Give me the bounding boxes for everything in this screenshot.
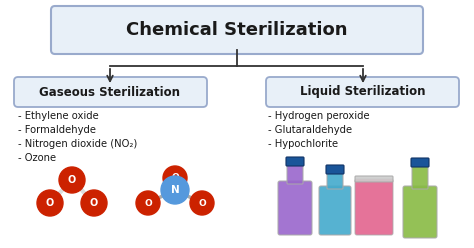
FancyBboxPatch shape [327, 172, 343, 189]
Text: Gaseous Sterilization: Gaseous Sterilization [39, 86, 181, 98]
Text: - Glutaraldehyde: - Glutaraldehyde [268, 125, 352, 135]
FancyBboxPatch shape [355, 176, 393, 182]
FancyBboxPatch shape [266, 77, 459, 107]
Text: - Hydrogen peroxide: - Hydrogen peroxide [268, 111, 370, 121]
Circle shape [81, 190, 107, 216]
Text: O: O [68, 175, 76, 185]
FancyBboxPatch shape [403, 186, 437, 238]
Text: O: O [46, 198, 54, 208]
Text: - Formaldehyde: - Formaldehyde [18, 125, 96, 135]
Text: O: O [171, 174, 179, 183]
Text: - Hypochlorite: - Hypochlorite [268, 139, 338, 149]
Text: Chemical Sterilization: Chemical Sterilization [126, 21, 348, 39]
FancyBboxPatch shape [326, 165, 344, 174]
Circle shape [190, 191, 214, 215]
FancyBboxPatch shape [411, 158, 429, 167]
Text: N: N [171, 185, 179, 195]
FancyBboxPatch shape [319, 186, 351, 235]
FancyBboxPatch shape [412, 165, 428, 189]
Circle shape [37, 190, 63, 216]
FancyBboxPatch shape [14, 77, 207, 107]
Text: O: O [90, 198, 98, 208]
Circle shape [163, 166, 187, 190]
FancyBboxPatch shape [278, 181, 312, 235]
FancyBboxPatch shape [355, 179, 393, 235]
Text: - Nitrogen dioxide (NO₂): - Nitrogen dioxide (NO₂) [18, 139, 137, 149]
Circle shape [59, 167, 85, 193]
Circle shape [136, 191, 160, 215]
FancyBboxPatch shape [287, 164, 303, 184]
FancyBboxPatch shape [286, 157, 304, 166]
FancyBboxPatch shape [51, 6, 423, 54]
Text: Liquid Sterilization: Liquid Sterilization [300, 86, 426, 98]
Text: - Ozone: - Ozone [18, 153, 56, 163]
Text: - Ethylene oxide: - Ethylene oxide [18, 111, 99, 121]
Text: O: O [144, 198, 152, 208]
Text: O: O [198, 198, 206, 208]
Circle shape [161, 176, 189, 204]
